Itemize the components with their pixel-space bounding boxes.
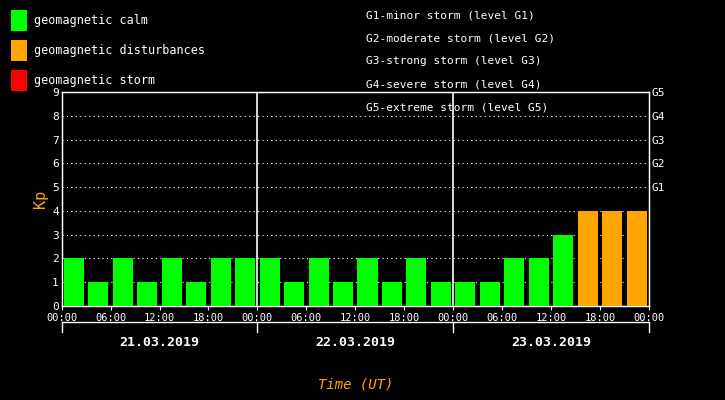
Text: 23.03.2019: 23.03.2019: [511, 336, 591, 349]
Y-axis label: Kp: Kp: [33, 190, 48, 208]
Bar: [602, 211, 622, 306]
Bar: [529, 258, 549, 306]
Text: geomagnetic disturbances: geomagnetic disturbances: [34, 44, 205, 57]
Bar: [431, 282, 451, 306]
Bar: [626, 211, 647, 306]
Bar: [455, 282, 476, 306]
Bar: [407, 258, 426, 306]
Bar: [113, 258, 133, 306]
Bar: [211, 258, 231, 306]
Text: geomagnetic calm: geomagnetic calm: [34, 14, 148, 27]
Text: G4-severe storm (level G4): G4-severe storm (level G4): [366, 80, 542, 90]
Text: 21.03.2019: 21.03.2019: [120, 336, 199, 349]
Bar: [333, 282, 353, 306]
Text: G2-moderate storm (level G2): G2-moderate storm (level G2): [366, 33, 555, 43]
Bar: [235, 258, 255, 306]
Text: Time (UT): Time (UT): [318, 378, 393, 392]
Text: G3-strong storm (level G3): G3-strong storm (level G3): [366, 56, 542, 66]
Bar: [578, 211, 597, 306]
Text: G1-minor storm (level G1): G1-minor storm (level G1): [366, 10, 535, 20]
Bar: [88, 282, 108, 306]
Bar: [382, 282, 402, 306]
Text: G5-extreme storm (level G5): G5-extreme storm (level G5): [366, 103, 548, 113]
Bar: [357, 258, 378, 306]
Bar: [505, 258, 524, 306]
Bar: [162, 258, 182, 306]
Bar: [186, 282, 206, 306]
Text: geomagnetic storm: geomagnetic storm: [34, 74, 155, 87]
Bar: [480, 282, 500, 306]
Text: 22.03.2019: 22.03.2019: [315, 336, 395, 349]
Bar: [284, 282, 304, 306]
Bar: [137, 282, 157, 306]
Bar: [64, 258, 84, 306]
Bar: [309, 258, 328, 306]
Bar: [553, 235, 573, 306]
Bar: [260, 258, 280, 306]
